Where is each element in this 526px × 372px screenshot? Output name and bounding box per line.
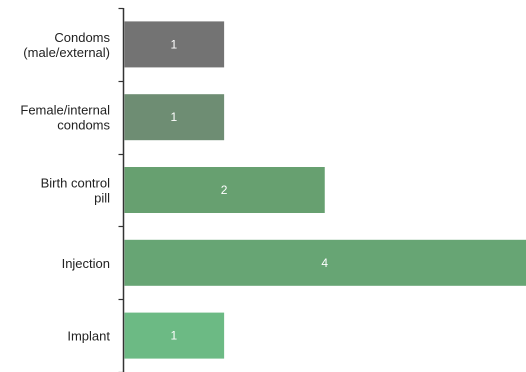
bar <box>124 167 325 213</box>
bar <box>124 239 526 286</box>
label-layer: 1 Condoms (male/external) 1 Female/internal c… <box>20 30 328 344</box>
category-label: Condoms (male/external) <box>23 30 110 60</box>
category-label: Birth control pill <box>41 176 110 206</box>
category-label-line: condoms <box>57 118 110 133</box>
category-label-line: Implant <box>67 329 110 344</box>
bar <box>124 21 225 68</box>
category-label: Injection <box>62 256 110 271</box>
bar <box>124 94 225 141</box>
bar-layer <box>124 21 526 359</box>
bar-value-label: 2 <box>221 183 228 197</box>
category-label-line: (male/external) <box>23 45 110 60</box>
category-label: Implant <box>67 329 110 344</box>
bar-value-label: 1 <box>170 110 177 124</box>
axis-layer <box>118 7 125 372</box>
bar-value-label: 1 <box>170 37 177 51</box>
category-label-line: Female/internal <box>20 103 110 118</box>
category-label-line: Injection <box>62 256 110 271</box>
category-label-line: Condoms <box>54 30 110 45</box>
bar-value-label: 1 <box>170 329 177 343</box>
bar <box>124 312 225 359</box>
category-label-line: pill <box>94 191 110 206</box>
bar-value-label: 4 <box>321 256 328 270</box>
category-label: Female/internal condoms <box>20 103 110 133</box>
category-label-line: Birth control <box>41 176 110 191</box>
